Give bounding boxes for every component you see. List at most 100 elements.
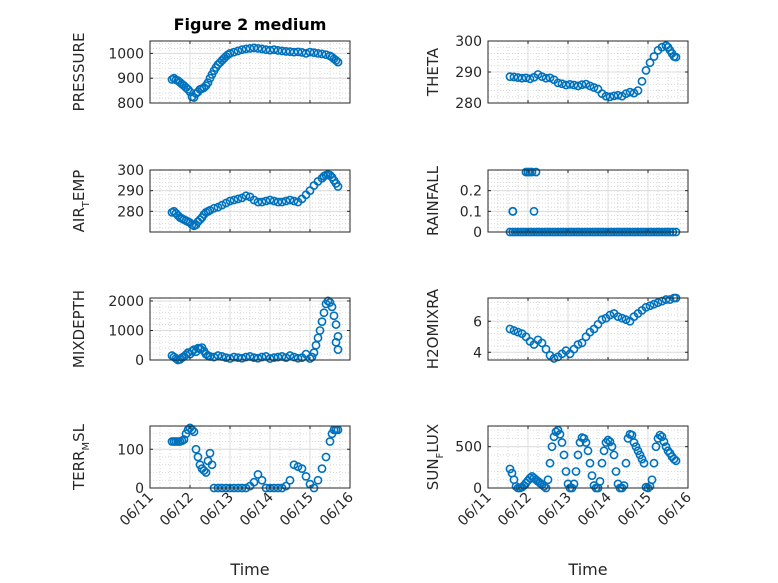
data-point (617, 313, 627, 323)
data-point (645, 58, 655, 68)
data-point (605, 92, 615, 102)
data-point (241, 352, 251, 362)
data-point (257, 475, 267, 485)
x-tick-label: 06/16 (317, 489, 357, 529)
data-point (537, 338, 547, 348)
data-point (309, 48, 319, 58)
data-point (193, 452, 203, 462)
data-point (639, 458, 649, 468)
data-point (641, 66, 651, 75)
data-point (253, 44, 263, 53)
y-tick-label: 2000 (108, 294, 144, 310)
data-point (253, 197, 263, 207)
data-point (327, 302, 337, 312)
data-point (213, 351, 223, 360)
data-point (321, 452, 331, 462)
data-point (649, 52, 659, 61)
y-tick-label: 280 (455, 96, 482, 112)
data-point (613, 90, 623, 100)
data-point (285, 47, 295, 57)
data-point (207, 460, 217, 470)
data-point (249, 43, 259, 53)
data-point (199, 466, 209, 475)
data-point (331, 320, 341, 329)
data-point (281, 481, 291, 491)
x-axis-label: Time (229, 560, 269, 579)
data-point (579, 433, 589, 443)
data-point (277, 46, 287, 56)
y-axis-label-subscript: M (81, 442, 92, 451)
data-point (293, 47, 303, 57)
chart-title: Figure 2 medium (174, 15, 327, 34)
data-point (273, 197, 283, 207)
data-point (257, 44, 267, 54)
data-point (253, 470, 263, 479)
y-axis-label: MIXDEPTH (70, 290, 88, 368)
data-point (565, 80, 575, 89)
data-point (331, 55, 341, 65)
data-point (253, 353, 263, 363)
data-point (573, 340, 583, 349)
axes-box (149, 40, 351, 104)
data-point (583, 446, 593, 456)
data-point (317, 317, 327, 327)
data-point (635, 450, 645, 460)
data-point (595, 476, 605, 486)
data-point (297, 464, 307, 474)
data-point (609, 450, 619, 460)
y-tick-label: 4 (473, 345, 482, 361)
data-point (661, 442, 671, 452)
data-point (189, 427, 199, 437)
data-point (521, 73, 531, 83)
data-point (525, 74, 535, 84)
y-tick-label: 0.2 (460, 184, 482, 200)
axes-box (149, 169, 351, 233)
data-point (265, 195, 275, 205)
data-point (201, 468, 211, 477)
y-axis-label: AIRTEMP (70, 170, 92, 233)
data-point (285, 475, 295, 485)
axes-box (149, 297, 351, 361)
data-point (657, 432, 667, 442)
data-point (237, 45, 247, 55)
data-point (285, 351, 295, 360)
data-point (333, 57, 343, 67)
data-point (547, 442, 557, 452)
y-axis-label-rest: SL (70, 423, 88, 442)
data-point (561, 467, 571, 476)
data-point (233, 46, 243, 56)
data-point (305, 354, 315, 363)
data-point (647, 475, 657, 485)
data-point (637, 76, 647, 86)
data-point (203, 78, 213, 88)
data-point (641, 302, 651, 312)
data-point (649, 458, 659, 468)
data-point (621, 315, 631, 325)
data-point (613, 312, 623, 321)
data-point (589, 83, 599, 92)
x-tick-label: 06/16 (655, 489, 695, 529)
data-point (289, 196, 299, 206)
data-point (209, 352, 219, 362)
y-tick-label: 300 (455, 34, 482, 50)
data-point (569, 479, 579, 489)
data-point (577, 338, 587, 348)
axes-box (487, 425, 689, 489)
data-point (241, 44, 251, 54)
data-point (559, 450, 569, 460)
data-point (249, 477, 259, 487)
data-point (541, 344, 551, 354)
data-point (601, 91, 611, 101)
y-axis-label: TERRMSL (70, 423, 92, 491)
data-point (585, 458, 595, 468)
panel-5: 0 1000 2000 MIXDEPTH (70, 290, 351, 369)
data-point (289, 47, 299, 57)
panel-2: 280 290 300 THETA (424, 34, 689, 112)
y-axis-label: THETA (424, 47, 442, 97)
data-point (241, 191, 251, 201)
data-point (651, 442, 661, 452)
data-point (269, 196, 279, 206)
data-point (301, 471, 311, 481)
data-point (555, 429, 565, 439)
